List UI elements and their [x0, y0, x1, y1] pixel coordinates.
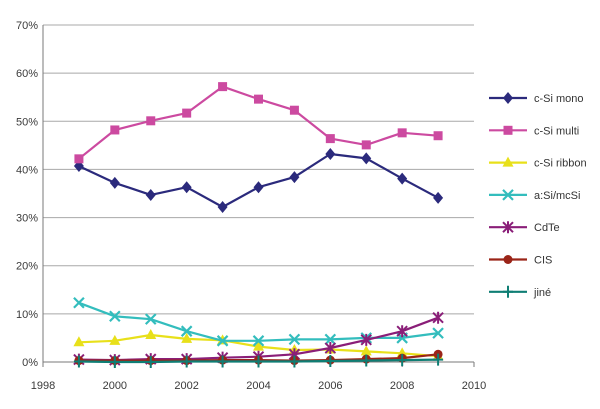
data-point	[181, 181, 192, 194]
data-point	[73, 355, 84, 368]
data-point	[325, 148, 336, 161]
data-point	[146, 116, 156, 126]
data-point	[253, 340, 264, 351]
data-point	[145, 188, 156, 201]
data-point	[325, 355, 336, 368]
y-tick-label: 10%	[16, 309, 38, 321]
legend-label: c-Si mono	[534, 93, 584, 105]
legend-marker	[503, 285, 513, 298]
gridlines	[43, 24, 474, 363]
x-tick-label: 2006	[318, 380, 342, 392]
series-0	[73, 148, 444, 213]
legend-marker	[503, 125, 513, 135]
x-tick-label: 2002	[174, 380, 198, 392]
legend-marker	[502, 156, 514, 167]
legend-label: CdTe	[534, 222, 560, 234]
data-point	[360, 333, 372, 346]
data-point	[360, 345, 372, 356]
data-point	[218, 82, 228, 92]
data-point	[433, 191, 444, 204]
legend-item: CIS	[489, 255, 552, 267]
data-point	[397, 128, 407, 138]
legend-item: a:Si/mcSi	[489, 189, 580, 202]
data-point	[182, 108, 192, 118]
x-tick-label: 2000	[103, 380, 127, 392]
data-point	[74, 154, 84, 164]
data-point	[361, 140, 371, 150]
y-tick-label: 70%	[16, 20, 38, 32]
x-tick-labels: 1998 2000 2002 2004 2006 2008 2010	[31, 380, 486, 392]
data-point	[181, 332, 193, 343]
data-point	[73, 297, 85, 309]
legend-label: a:Si/mcSi	[534, 190, 580, 202]
y-tick-label: 60%	[16, 68, 38, 80]
legend-marker	[502, 189, 514, 201]
legend-label: c-Si ribbon	[534, 158, 587, 170]
data-point	[288, 333, 301, 346]
data-point	[110, 125, 120, 135]
x-tick-label: 2008	[390, 380, 414, 392]
y-tick-labels: 0% 10% 20% 30% 40% 50% 60% 70%	[16, 20, 38, 369]
data-point	[254, 94, 263, 104]
legend-marker	[503, 92, 513, 104]
legend-item: c-Si ribbon	[489, 156, 587, 170]
data-point	[109, 356, 120, 368]
data-point	[396, 325, 408, 338]
data-point	[432, 327, 444, 339]
axes	[42, 25, 475, 367]
series-line	[78, 152, 439, 209]
data-point	[361, 354, 372, 367]
data-point	[109, 176, 120, 189]
legend-item: CdTe	[489, 221, 560, 234]
data-point	[253, 181, 264, 194]
data-point	[289, 105, 299, 115]
data-point	[252, 335, 265, 347]
data-point	[433, 353, 444, 366]
data-point	[289, 355, 300, 368]
x-tick-label: 2010	[462, 380, 486, 392]
data-point	[433, 131, 443, 141]
data-point	[397, 172, 408, 185]
data-point	[324, 333, 337, 346]
data-point	[145, 329, 157, 340]
data-point	[361, 152, 372, 165]
data-point	[145, 356, 156, 368]
legend-marker	[502, 221, 514, 234]
series-layer	[73, 82, 444, 368]
data-point	[181, 355, 192, 368]
data-point	[217, 200, 228, 213]
data-point	[180, 325, 193, 337]
y-tick-label: 0%	[22, 357, 38, 369]
legend-item: c-Si mono	[489, 92, 584, 105]
data-point	[73, 336, 85, 347]
x-tick-label: 1998	[31, 380, 55, 392]
legend-label: jiné	[533, 287, 551, 299]
legend-label: c-Si multi	[534, 125, 579, 137]
series-1	[74, 82, 443, 164]
data-point	[253, 355, 264, 368]
data-point	[325, 134, 335, 144]
data-point	[109, 310, 121, 323]
data-point	[397, 354, 408, 367]
series-6	[73, 353, 444, 368]
legend-label: CIS	[534, 255, 552, 267]
data-point	[289, 171, 300, 184]
legend-marker	[503, 255, 513, 264]
x-tick-label: 2004	[246, 380, 270, 392]
legend-item: c-Si multi	[489, 125, 579, 137]
data-point	[217, 355, 228, 368]
data-point	[324, 342, 337, 355]
y-tick-label: 40%	[16, 164, 38, 176]
data-point	[216, 335, 229, 347]
legend: c-Si mono c-Si multi c-Si ribbon a:Si/mcSi C…	[489, 92, 587, 299]
y-tick-label: 20%	[16, 261, 38, 273]
y-tick-label: 30%	[16, 213, 38, 225]
data-point	[432, 311, 444, 324]
y-tick-label: 50%	[16, 116, 38, 128]
legend-item: jiné	[489, 285, 551, 299]
data-point	[109, 334, 121, 345]
data-point	[144, 313, 157, 325]
